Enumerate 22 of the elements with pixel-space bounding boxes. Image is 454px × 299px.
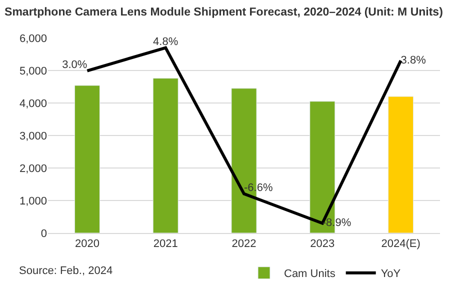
y-tick-label: 1,000 bbox=[19, 195, 47, 208]
bar bbox=[388, 96, 414, 233]
chart-title: Smartphone Camera Lens Module Shipment Forecast, 2020–2024 (Unit: M Units) bbox=[4, 6, 444, 19]
y-tick-label: 6,000 bbox=[19, 32, 47, 45]
x-tick-label: 2023 bbox=[310, 238, 335, 250]
x-tick-label: 2024(E) bbox=[381, 238, 420, 250]
y-tick-label: 3,000 bbox=[19, 130, 47, 142]
y-tick-label: 4,000 bbox=[19, 98, 47, 110]
bar bbox=[74, 85, 100, 233]
y-tick-label: 0 bbox=[40, 228, 47, 240]
bar bbox=[152, 78, 178, 233]
source-note: Source: Feb., 2024 bbox=[19, 265, 113, 277]
x-tick-label: 2021 bbox=[153, 238, 178, 250]
x-tick-label: 2020 bbox=[74, 238, 100, 250]
data-label: 3.0% bbox=[62, 59, 88, 72]
legend-label: Cam Units bbox=[284, 268, 336, 280]
y-tick-label: 2,000 bbox=[19, 162, 47, 175]
data-label: 4.8% bbox=[153, 36, 178, 48]
legend-label: YoY bbox=[380, 268, 402, 280]
data-label: 3.8% bbox=[400, 54, 426, 66]
y-tick-label: 5,000 bbox=[19, 65, 47, 78]
x-tick-label: 2022 bbox=[232, 238, 256, 250]
